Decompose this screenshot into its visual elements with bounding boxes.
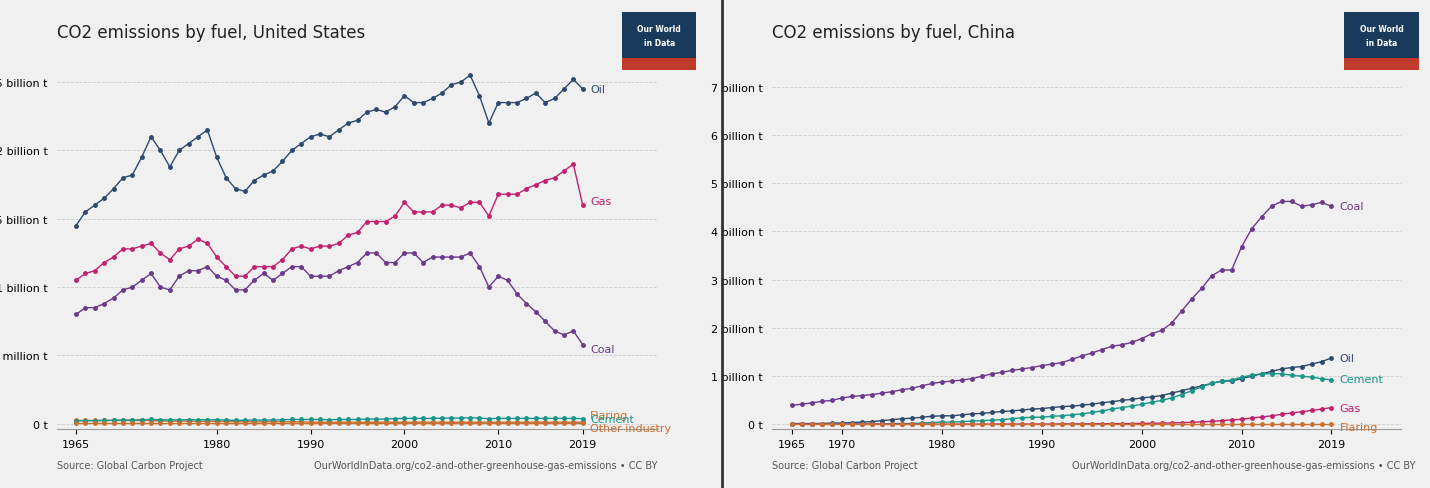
Text: CO2 emissions by fuel, China: CO2 emissions by fuel, China [772, 24, 1015, 41]
Text: Gas: Gas [591, 197, 612, 206]
Text: Oil: Oil [1340, 353, 1354, 363]
Text: OurWorldInData.org/co2-and-other-greenhouse-gas-emissions • CC BY: OurWorldInData.org/co2-and-other-greenho… [1072, 461, 1416, 470]
Text: Source: Global Carbon Project: Source: Global Carbon Project [772, 461, 918, 470]
Text: in Data: in Data [644, 39, 675, 48]
Text: Our World: Our World [1360, 25, 1403, 34]
Text: Gas: Gas [1340, 403, 1361, 413]
Text: Our World: Our World [638, 25, 681, 34]
Text: Cement: Cement [591, 414, 633, 424]
Text: Other industry: Other industry [591, 424, 671, 433]
Text: Flaring: Flaring [1340, 422, 1379, 432]
Text: in Data: in Data [1366, 39, 1397, 48]
Text: Oil: Oil [591, 85, 605, 95]
Text: CO2 emissions by fuel, United States: CO2 emissions by fuel, United States [57, 24, 366, 41]
Text: OurWorldInData.org/co2-and-other-greenhouse-gas-emissions • CC BY: OurWorldInData.org/co2-and-other-greenho… [315, 461, 658, 470]
Text: Coal: Coal [591, 344, 615, 354]
Text: Cement: Cement [1340, 374, 1383, 384]
Text: Flaring: Flaring [591, 410, 629, 421]
Text: Coal: Coal [1340, 202, 1364, 212]
Text: Source: Global Carbon Project: Source: Global Carbon Project [57, 461, 203, 470]
